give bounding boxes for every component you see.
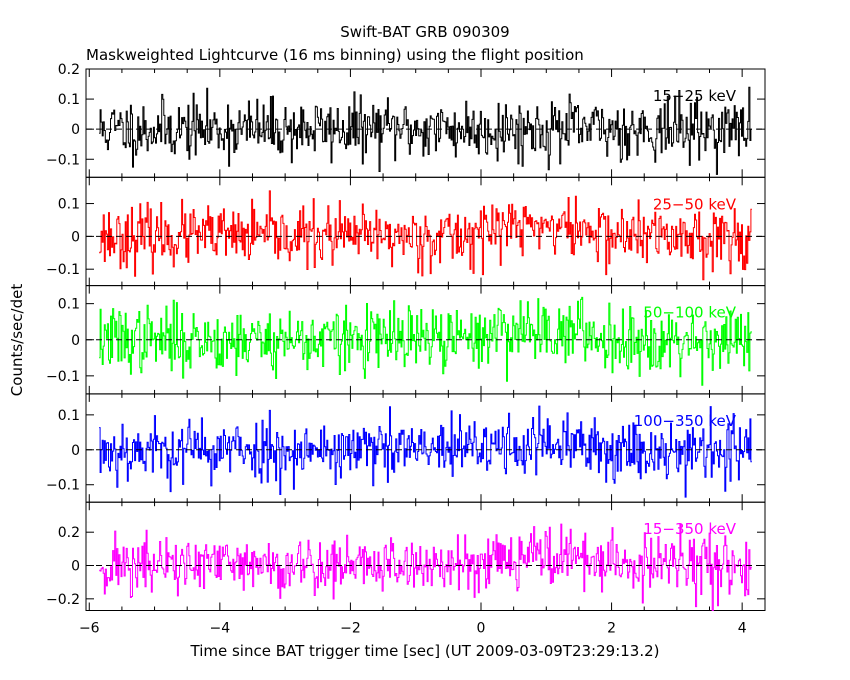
y-tick-label: 0 <box>71 443 80 459</box>
x-tick-label: 0 <box>477 621 486 637</box>
series-line-3 <box>99 296 752 386</box>
x-tick-label: −2 <box>340 621 361 637</box>
panel-2: −0.1 0 0.1 25−50 keV <box>46 176 766 287</box>
y-tick-label: −0.1 <box>46 478 80 494</box>
panel-4: −0.1 0 0.1 100−350 keV <box>46 393 766 503</box>
panels-group: −0.100.10.215−25 keV−0.100.1 25−50 keV−0.… <box>46 62 766 637</box>
panel-label: 100−350 keV <box>634 412 737 430</box>
series-line-4 <box>99 405 752 498</box>
y-tick-label: 0.1 <box>58 408 80 424</box>
chart-title: Swift-BAT GRB 090309 <box>340 23 509 41</box>
y-tick-label: 0.1 <box>58 92 80 108</box>
chart-subtitle: Maskweighted Lightcurve (16 ms binning) … <box>86 46 584 64</box>
x-tick-label: 2 <box>607 621 616 637</box>
panel-frame <box>85 501 766 612</box>
y-tick-label: 0.2 <box>58 525 80 541</box>
y-tick-label: 0.1 <box>58 297 80 313</box>
x-axis-label: Time since BAT trigger time [sec] (UT 20… <box>190 642 660 660</box>
x-tick-label: −4 <box>210 621 231 637</box>
x-tick-label: 4 <box>738 621 747 637</box>
y-tick-label: −0.1 <box>46 152 80 168</box>
y-tick-label: −0.1 <box>46 262 80 278</box>
y-tick-label: −0.1 <box>46 369 80 385</box>
panel-label: 15−25 keV <box>653 87 737 105</box>
y-tick-label: 0 <box>71 559 80 575</box>
y-tick-label: 0 <box>71 229 80 245</box>
panel-label: 15−350 keV <box>643 520 736 538</box>
x-tick-label: −6 <box>79 621 100 637</box>
y-tick-label: 0 <box>71 333 80 349</box>
series-line-2 <box>99 190 752 281</box>
y-tick-label: 0.1 <box>58 197 80 213</box>
panel-label: 25−50 keV <box>653 195 737 213</box>
panel-3: −0.1 0 0.1 50−100 keV <box>46 285 766 395</box>
panel-5: −0.2 0 0.2 15−350 keV −6 −4 −2 0 2 4 <box>46 501 766 637</box>
panel-1: −0.1 0 0.1 0.2 15−25 keV <box>46 62 766 178</box>
panel-label: 50−100 keV <box>643 304 736 322</box>
y-tick-label: 0 <box>71 122 80 138</box>
y-axis-label: Counts/sec/det <box>8 284 26 397</box>
y-tick-label: −0.2 <box>46 592 80 608</box>
series-line-1 <box>99 86 752 175</box>
series-line-5 <box>99 523 752 611</box>
y-tick-label: 0.2 <box>58 62 80 78</box>
